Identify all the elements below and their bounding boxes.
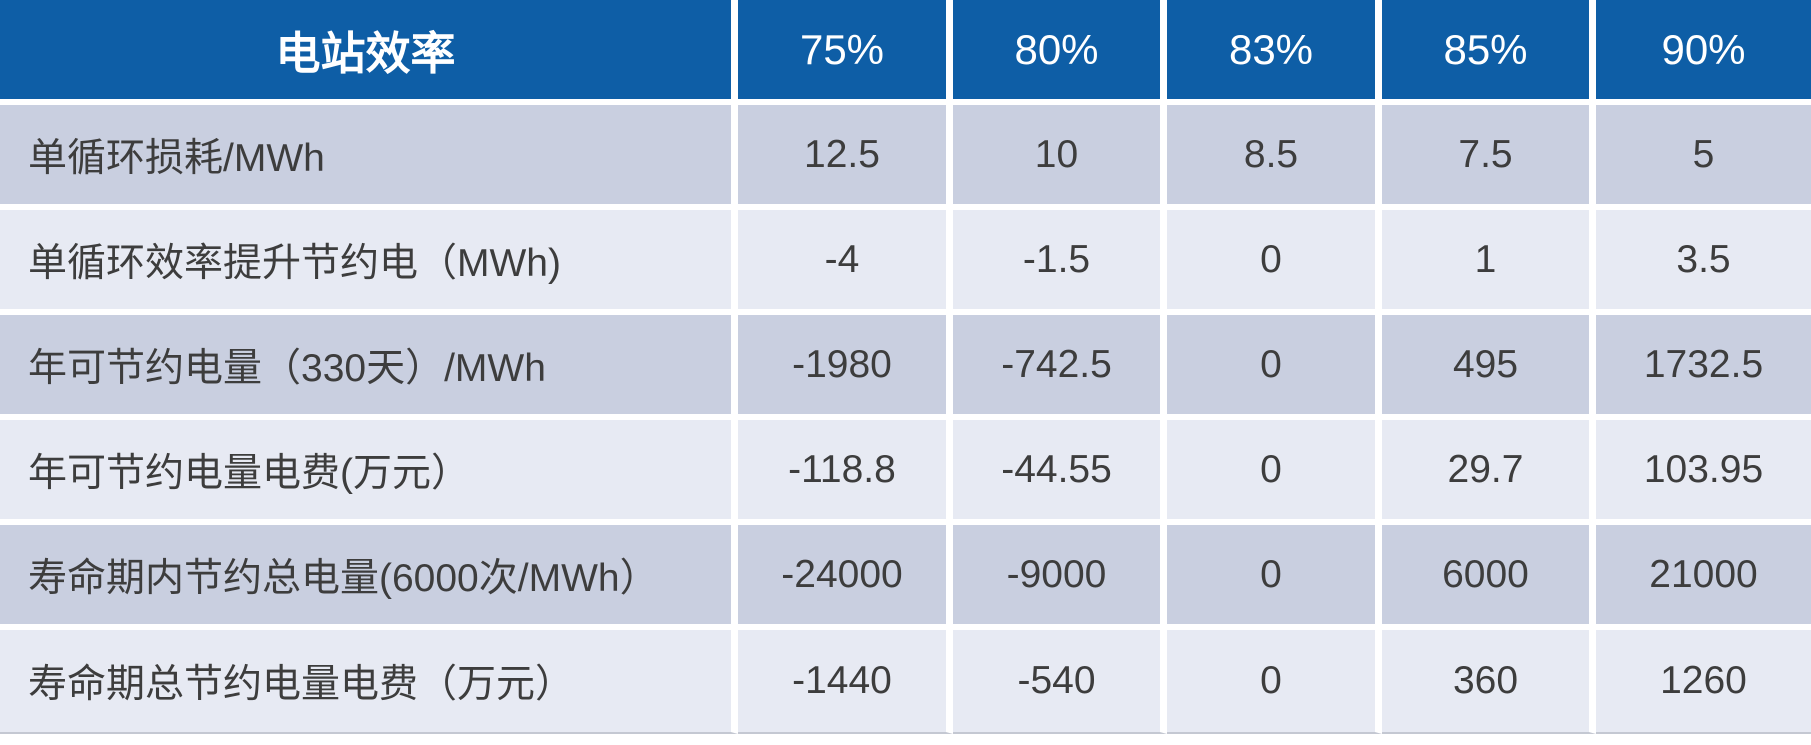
table-cell: 0 [1167,315,1382,420]
table-row-annual-saving-cost: 年可节约电量电费(万元） -118.8 -44.55 0 29.7 103.95 [0,420,1811,525]
row-label: 年可节约电量（330天）/MWh [0,315,738,420]
table-cell: -540 [953,630,1167,734]
table-cell: -1440 [738,630,953,734]
table-cell: 1260 [1596,630,1811,734]
row-label: 寿命期总节约电量电费（万元） [0,630,738,734]
table-cell: 10 [953,105,1167,210]
table-cell: -4 [738,210,953,315]
table-cell: 3.5 [1596,210,1811,315]
table-cell: 7.5 [1382,105,1596,210]
header-col-83: 83% [1167,0,1382,105]
table-cell: 103.95 [1596,420,1811,525]
header-col-80: 80% [953,0,1167,105]
table-cell: -24000 [738,525,953,630]
table-row-annual-saving-mwh: 年可节约电量（330天）/MWh -1980 -742.5 0 495 1732… [0,315,1811,420]
table-cell: 0 [1167,630,1382,734]
table-cell: 8.5 [1167,105,1382,210]
table-cell: 360 [1382,630,1596,734]
row-label: 年可节约电量电费(万元） [0,420,738,525]
table-cell: -44.55 [953,420,1167,525]
header-row: 电站效率 75% 80% 83% 85% 90% [0,0,1811,105]
table-cell: 12.5 [738,105,953,210]
table-cell: -1980 [738,315,953,420]
table-row-single-cycle-saving: 单循环效率提升节约电（MWh) -4 -1.5 0 1 3.5 [0,210,1811,315]
table-cell: -742.5 [953,315,1167,420]
table-cell: 0 [1167,525,1382,630]
table-cell: 6000 [1382,525,1596,630]
table-row-single-cycle-loss: 单循环损耗/MWh 12.5 10 8.5 7.5 5 [0,105,1811,210]
table-cell: 495 [1382,315,1596,420]
table-cell: 29.7 [1382,420,1596,525]
table-row-lifetime-saving-cost: 寿命期总节约电量电费（万元） -1440 -540 0 360 1260 [0,630,1811,734]
table-cell: 1 [1382,210,1596,315]
table-cell: 0 [1167,420,1382,525]
header-title: 电站效率 [0,0,738,105]
header-col-85: 85% [1382,0,1596,105]
table-cell: -1.5 [953,210,1167,315]
row-label: 单循环效率提升节约电（MWh) [0,210,738,315]
table-cell: -9000 [953,525,1167,630]
row-label: 单循环损耗/MWh [0,105,738,210]
header-col-75: 75% [738,0,953,105]
table-cell: 1732.5 [1596,315,1811,420]
table-cell: 0 [1167,210,1382,315]
header-col-90: 90% [1596,0,1811,105]
row-label: 寿命期内节约总电量(6000次/MWh） [0,525,738,630]
table-cell: -118.8 [738,420,953,525]
table-cell: 5 [1596,105,1811,210]
table-row-lifetime-saving-mwh: 寿命期内节约总电量(6000次/MWh） -24000 -9000 0 6000… [0,525,1811,630]
table-cell: 21000 [1596,525,1811,630]
